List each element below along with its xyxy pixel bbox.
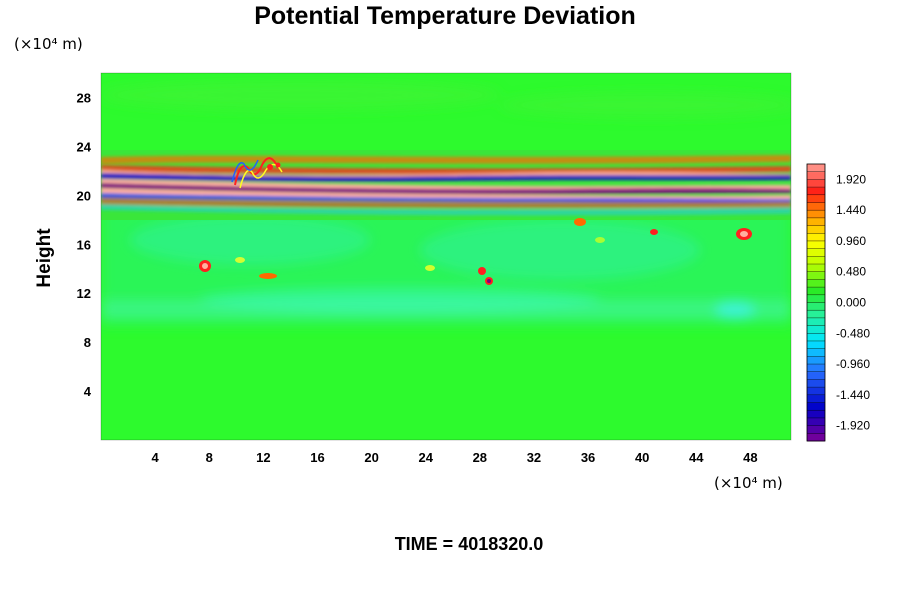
colorbar-swatch bbox=[807, 356, 825, 365]
x-axis-ticks: 4 8 12 16 20 24 28 32 36 40 44 48 bbox=[152, 450, 758, 465]
colorbar-tick-label: 0.000 bbox=[836, 296, 866, 310]
colorbar-swatch bbox=[807, 194, 825, 203]
colorbar-ticks: 1.920 1.440 0.960 0.480 0.000 -0.480 -0.960 -1.… bbox=[836, 172, 870, 432]
y-tick-label: 28 bbox=[77, 90, 91, 105]
colorbar-swatch bbox=[807, 364, 825, 373]
colorbar-swatch bbox=[807, 417, 825, 427]
colorbar-frame bbox=[806, 163, 826, 442]
colorbar-swatch bbox=[807, 387, 825, 396]
colorbar-tick-label: -0.480 bbox=[836, 326, 870, 340]
colorbar-tick-label: -0.960 bbox=[836, 357, 870, 371]
plot-frame bbox=[100, 72, 792, 441]
x-tick-label: 16 bbox=[310, 450, 324, 465]
chart-title: Potential Temperature Deviation bbox=[254, 2, 636, 30]
wave-packet bbox=[231, 157, 283, 189]
x-tick-label: 12 bbox=[256, 450, 270, 465]
colorbar-swatch bbox=[807, 394, 825, 403]
y-tick-label: 12 bbox=[77, 286, 91, 301]
x-tick-label: 4 bbox=[152, 450, 160, 465]
x-tick-label: 48 bbox=[743, 450, 757, 465]
colorbar-swatch bbox=[807, 294, 825, 303]
colorbar-swatch bbox=[807, 279, 825, 288]
colorbar-swatch bbox=[807, 433, 825, 442]
colorbar-swatch bbox=[807, 379, 825, 388]
colorbar bbox=[806, 163, 826, 442]
colorbar-swatch bbox=[807, 271, 825, 280]
y-axis-ticks: 4 8 12 16 20 24 28 bbox=[77, 90, 92, 399]
colorbar-swatch bbox=[807, 340, 825, 350]
y-tick-label: 20 bbox=[77, 188, 91, 203]
colorbar-swatch bbox=[807, 371, 825, 380]
heatmap-blobs bbox=[199, 218, 752, 285]
colorbar-tick-label: 0.960 bbox=[836, 234, 866, 248]
colorbar-swatch bbox=[807, 187, 825, 196]
y-tick-label: 8 bbox=[84, 335, 91, 350]
colorbar-tick-label: 1.920 bbox=[836, 172, 866, 186]
colorbar-swatch bbox=[807, 164, 825, 173]
colorbar-swatch bbox=[807, 248, 825, 257]
colorbar-swatch bbox=[807, 171, 825, 180]
x-tick-label: 32 bbox=[527, 450, 541, 465]
x-tick-label: 40 bbox=[635, 450, 649, 465]
y-tick-label: 16 bbox=[77, 237, 91, 252]
colorbar-swatch bbox=[807, 287, 825, 296]
x-tick-label: 24 bbox=[418, 450, 433, 465]
colorbar-swatch bbox=[807, 425, 825, 434]
colorbar-swatch bbox=[807, 317, 825, 326]
colorbar-swatch bbox=[807, 240, 825, 250]
x-tick-label: 28 bbox=[473, 450, 487, 465]
colorbar-swatch bbox=[807, 256, 825, 265]
colorbar-tick-label: -1.440 bbox=[836, 388, 870, 402]
colorbar-swatch bbox=[807, 217, 825, 226]
y-tick-label: 4 bbox=[84, 384, 92, 399]
colorbar-swatch bbox=[807, 225, 825, 234]
colorbar-swatch bbox=[807, 325, 825, 334]
colorbar-swatch bbox=[807, 210, 825, 219]
y-axis-label: Height bbox=[34, 228, 55, 288]
colorbar-tick-label: 0.480 bbox=[836, 265, 866, 279]
time-footer: TIME = 4018320.0 bbox=[395, 534, 544, 554]
x-unit-label: (×10⁴ m) bbox=[714, 474, 783, 492]
x-tick-label: 20 bbox=[364, 450, 378, 465]
colorbar-swatch bbox=[807, 264, 825, 273]
colorbar-swatch bbox=[807, 402, 825, 411]
colorbar-swatch bbox=[807, 233, 825, 242]
x-tick-label: 36 bbox=[581, 450, 595, 465]
x-tick-label: 44 bbox=[689, 450, 704, 465]
colorbar-swatch bbox=[807, 333, 825, 342]
y-unit-label: (×10⁴ m) bbox=[14, 35, 83, 53]
colorbar-swatch bbox=[807, 310, 825, 319]
colorbar-swatch bbox=[807, 179, 825, 188]
colorbar-swatch bbox=[807, 410, 825, 419]
colorbar-swatch bbox=[807, 202, 825, 211]
y-tick-label: 24 bbox=[77, 139, 92, 154]
heatmap-layer-band bbox=[101, 150, 791, 220]
colorbar-swatch bbox=[807, 302, 825, 311]
colorbar-tick-label: 1.440 bbox=[836, 203, 866, 217]
x-tick-label: 8 bbox=[206, 450, 213, 465]
heatmap-field bbox=[101, 73, 791, 440]
colorbar-swatch bbox=[807, 348, 825, 357]
colorbar-tick-label: -1.920 bbox=[836, 419, 870, 433]
heatmap-lower-region bbox=[101, 80, 791, 325]
